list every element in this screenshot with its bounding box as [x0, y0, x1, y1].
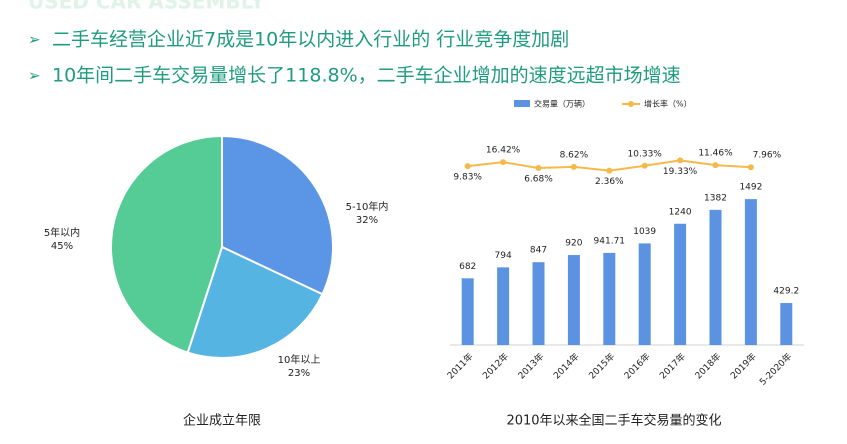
pie-slice: [221, 134, 334, 296]
bar: [709, 209, 722, 345]
growth-point: [712, 162, 719, 169]
growth-point: [500, 159, 507, 166]
slice-label: 5年以内: [44, 226, 80, 239]
growth-point: [570, 163, 577, 170]
bullet-icon: ➢: [28, 31, 41, 49]
growth-point: [464, 163, 471, 170]
bar: [461, 278, 474, 345]
bar: [567, 255, 580, 345]
x-tick-label: 2015年: [586, 350, 617, 381]
legend-label: 交易量（万辆）: [534, 99, 590, 109]
growth-point: [677, 157, 684, 164]
growth-label: 11.46%: [698, 149, 733, 159]
legend-dot: [628, 101, 634, 107]
pie-slice: [110, 134, 223, 354]
bar-label: 794: [495, 251, 512, 261]
growth-label: 9.83%: [453, 173, 482, 183]
x-tick-label: 2013年: [515, 350, 546, 381]
bar-label: 429.2: [773, 287, 799, 297]
chart-title: 企业成立年限: [183, 413, 261, 429]
x-tick-label: 2011年: [445, 350, 476, 381]
bar-label: 920: [565, 239, 582, 249]
bar-label: 847: [530, 246, 547, 256]
bar: [674, 223, 687, 345]
growth-label: 16.42%: [486, 146, 521, 156]
growth-label: 8.62%: [560, 150, 589, 160]
slice-value: 32%: [356, 215, 378, 226]
slice-label: 5-10年内: [346, 200, 389, 213]
bar: [603, 252, 616, 345]
bar-label: 941.71: [594, 236, 626, 246]
bar: [780, 303, 793, 345]
x-tick-label: 2019年: [728, 350, 759, 381]
x-tick-label: 2018年: [692, 350, 723, 381]
bar-label: 1039: [633, 227, 656, 237]
bullet-text: 10年间二手车交易量增长了118.8%，二手车企业增加的速度远超市场增速: [52, 65, 681, 87]
bullet-icon: ➢: [28, 67, 41, 85]
bar: [744, 199, 757, 345]
x-tick-label: 2014年: [551, 350, 582, 381]
growth-point: [535, 164, 542, 171]
growth-label: 10.33%: [628, 149, 663, 159]
bar-label: 682: [459, 262, 476, 272]
bullet-text: 二手车经营企业近7成是10年以内进入行业的 行业竞争度加剧: [52, 29, 569, 51]
bar-label: 1382: [704, 193, 727, 203]
growth-label: 2.36%: [595, 177, 624, 187]
growth-point: [641, 162, 648, 169]
slice-value: 23%: [288, 368, 310, 379]
bar-label: 1240: [669, 207, 692, 217]
growth-label: 7.96%: [753, 151, 782, 161]
bar-label: 1492: [739, 183, 762, 193]
chart-title: 2010年以来全国二手车交易量的变化: [506, 413, 721, 429]
bar: [532, 262, 545, 345]
growth-label: 19.33%: [663, 167, 698, 177]
x-tick-label: 2016年: [622, 350, 653, 381]
watermark-title: USED CAR ASSEMBLY: [28, 0, 265, 14]
growth-point: [747, 164, 754, 171]
x-tick-label: 5-2020年: [757, 350, 794, 387]
bar: [638, 243, 651, 345]
slice-value: 45%: [51, 241, 73, 252]
legend-swatch: [514, 100, 530, 107]
slice-label: 10年以上: [278, 353, 321, 366]
growth-point: [606, 167, 613, 174]
growth-label: 6.68%: [524, 174, 553, 184]
bar: [497, 267, 510, 345]
pie-slice: [186, 245, 324, 359]
legend-label: 增长率（%）: [644, 99, 692, 109]
x-tick-label: 2012年: [480, 350, 511, 381]
x-tick-label: 2017年: [657, 350, 688, 381]
